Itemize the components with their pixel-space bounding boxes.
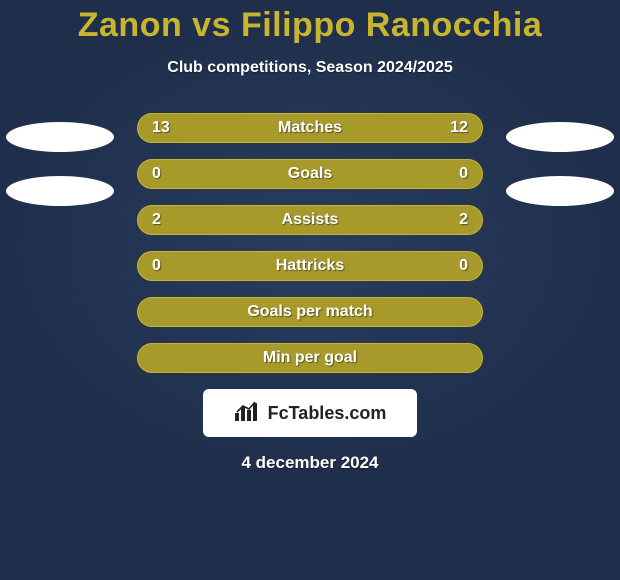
player-placeholder (506, 176, 614, 206)
stat-value-right: 2 (459, 211, 468, 229)
stat-row: Assists 2 2 (137, 205, 483, 235)
source-badge-text: FcTables.com (268, 403, 387, 424)
source-badge: FcTables.com (203, 389, 417, 437)
stat-label: Min per goal (263, 349, 357, 367)
stat-row: Min per goal (137, 343, 483, 373)
stat-row: Matches 13 12 (137, 113, 483, 143)
stat-label: Hattricks (276, 257, 344, 275)
stat-row: Hattricks 0 0 (137, 251, 483, 281)
stat-value-left: 2 (152, 211, 161, 229)
player-placeholder (6, 176, 114, 206)
snapshot-date: 4 december 2024 (241, 453, 378, 473)
stat-value-right: 0 (459, 257, 468, 275)
player-placeholder (6, 122, 114, 152)
stat-value-left: 0 (152, 165, 161, 183)
page-title: Zanon vs Filippo Ranocchia (78, 6, 543, 45)
stat-rows: Matches1312Goals00Assists22Hattricks00Go… (137, 113, 483, 373)
stat-label: Assists (282, 211, 339, 229)
stat-value-right: 0 (459, 165, 468, 183)
stat-label: Goals per match (247, 303, 372, 321)
page-subtitle: Club competitions, Season 2024/2025 (167, 59, 452, 77)
stat-label: Goals (288, 165, 332, 183)
stat-label: Matches (278, 119, 342, 137)
stat-row: Goals 0 0 (137, 159, 483, 189)
player-placeholder (506, 122, 614, 152)
stat-value-left: 13 (152, 119, 170, 137)
chart-bars-icon (234, 401, 260, 426)
comparison-card: Zanon vs Filippo Ranocchia Club competit… (0, 0, 620, 580)
stat-row: Goals per match (137, 297, 483, 327)
stat-value-left: 0 (152, 257, 161, 275)
stat-value-right: 12 (450, 119, 468, 137)
